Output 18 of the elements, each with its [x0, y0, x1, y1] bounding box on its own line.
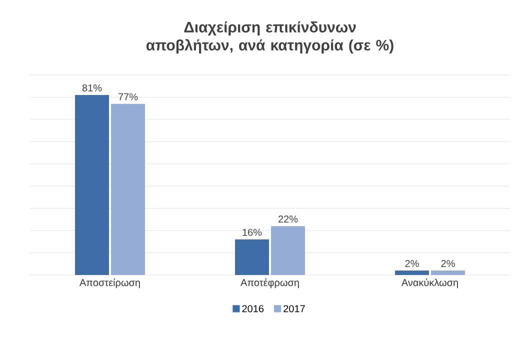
legend-label: 2017: [284, 305, 305, 312]
chart-title: Διαχείριση επικίνδυνων αποβλήτων, ανά κατηγορία (σε %): [146, 21, 394, 54]
data-label: 2%: [441, 260, 455, 268]
bar: [111, 104, 146, 275]
data-label: 22%: [278, 216, 298, 223]
legend-label: 2016: [242, 305, 264, 312]
bar: [430, 270, 465, 275]
bar: [75, 95, 110, 275]
bar: [235, 239, 269, 275]
data-label: 77%: [118, 93, 138, 100]
data-label: 16%: [242, 228, 262, 236]
data-label: 81%: [82, 84, 102, 92]
data-label: 2%: [405, 260, 419, 268]
x-tick-label: Ανακύκλωση: [401, 278, 458, 288]
x-tick-label: Αποτέφρωση: [240, 278, 299, 288]
bar: [394, 270, 429, 275]
x-tick-label: Αποστείρωση: [80, 278, 140, 288]
bar: [271, 226, 305, 275]
